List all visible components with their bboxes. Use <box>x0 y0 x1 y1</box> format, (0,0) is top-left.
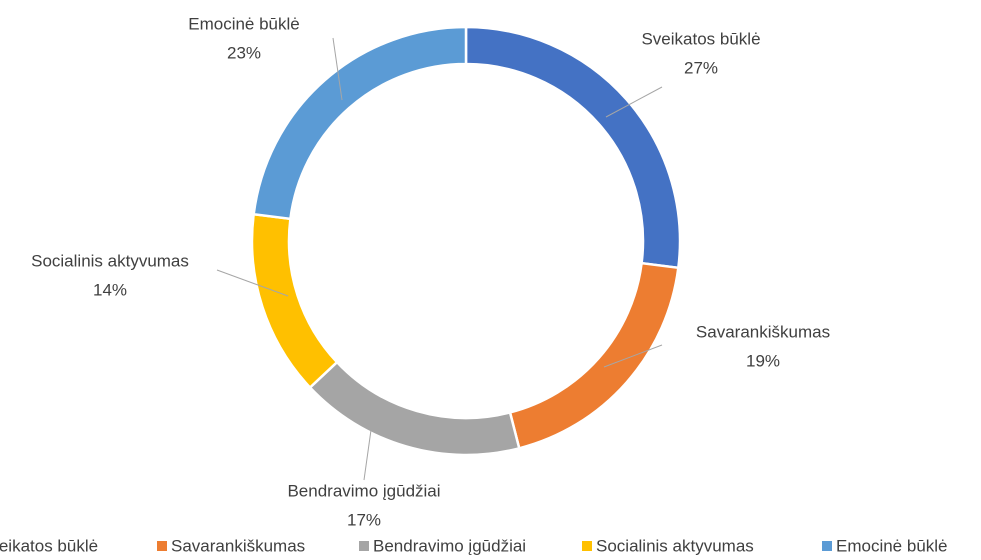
leader-line <box>332 37 343 101</box>
data-label-name: Socialinis aktyvumas <box>31 251 189 270</box>
legend-label: Sveikatos būklė <box>0 536 98 555</box>
legend-swatch <box>822 541 832 551</box>
leader-line <box>216 269 289 297</box>
leader-line <box>363 429 372 481</box>
data-label-name: Sveikatos būklė <box>641 29 760 48</box>
donut-slice <box>464 25 682 270</box>
data-label-value: 14% <box>93 280 127 299</box>
legend-swatch <box>359 541 369 551</box>
donut-slice <box>250 212 339 390</box>
legend-swatch <box>157 541 167 551</box>
leader-line <box>603 344 663 368</box>
donut-slice <box>252 25 468 221</box>
legend-label: Bendravimo įgūdžiai <box>373 536 526 555</box>
data-label-value: 23% <box>227 43 261 62</box>
data-label-name: Bendravimo įgūdžiai <box>287 481 440 500</box>
legend-swatch <box>582 541 592 551</box>
legend-label: Emocinė būklė <box>836 536 948 555</box>
data-label-value: 17% <box>347 510 381 529</box>
legend-label: Socialinis aktyvumas <box>596 536 754 555</box>
donut-slice <box>308 360 521 457</box>
legend-label: Savarankiškumas <box>171 536 305 555</box>
donut-slice <box>508 261 680 450</box>
data-label-name: Savarankiškumas <box>696 322 830 341</box>
data-label-value: 19% <box>746 351 780 370</box>
data-label-name: Emocinė būklė <box>188 14 300 33</box>
data-label-value: 27% <box>684 58 718 77</box>
leader-line <box>605 86 663 118</box>
